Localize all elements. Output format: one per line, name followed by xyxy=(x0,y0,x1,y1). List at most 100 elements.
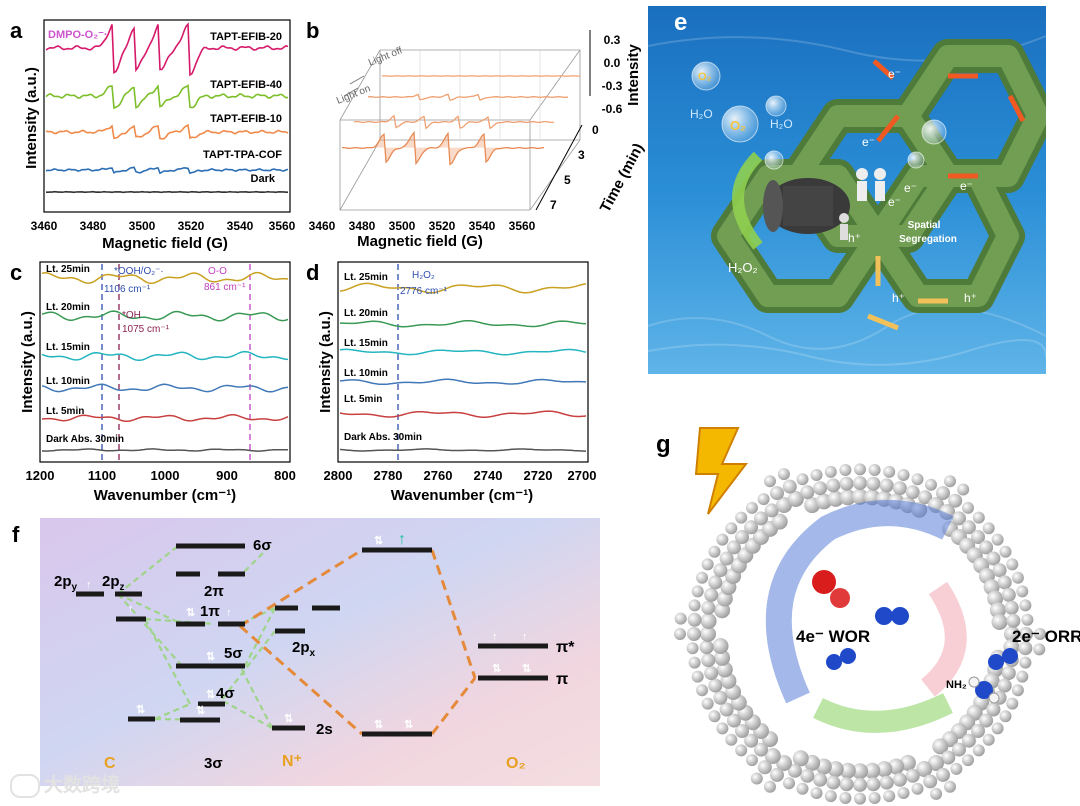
trace-light-off-2 xyxy=(367,93,569,101)
framework-atom xyxy=(777,468,790,481)
label-o2-2: O₂ xyxy=(730,118,746,133)
orbital-1pi: 1π xyxy=(200,603,220,620)
panel-letter-e: e xyxy=(674,9,687,36)
panel-a-svg: a DMPO-O₂⁻· TAPT-EFIB-20 TAPT-EFIB-40 TA… xyxy=(10,18,296,252)
x-axis-label: Wavenumber (cm⁻¹) xyxy=(391,487,533,504)
framework-atom xyxy=(839,476,854,491)
framework-atom xyxy=(757,493,770,506)
framework-atom xyxy=(776,497,792,513)
trace-label: Lt. 25min xyxy=(344,272,388,283)
bubble-o2-large xyxy=(721,105,759,143)
x-tick-label: 2740 xyxy=(474,468,503,483)
framework-atom xyxy=(713,690,728,705)
molecule-o2: O₂ xyxy=(506,755,526,772)
framework-atom xyxy=(735,724,749,738)
framework-atom xyxy=(714,649,731,666)
framework-atom xyxy=(726,713,741,728)
x-tick-label: 3480 xyxy=(80,219,107,233)
x-tick-label: 3520 xyxy=(429,219,456,233)
framework-atom xyxy=(1004,600,1019,615)
wor-flow-arrow xyxy=(765,500,954,704)
time-tick-label: 0 xyxy=(592,123,599,137)
atom-n: N⁺ xyxy=(282,753,302,770)
x-tick-label: 1000 xyxy=(151,468,180,483)
panel-letter-d: d xyxy=(306,260,319,285)
label-electron-5: e⁻ xyxy=(888,195,901,209)
annotation-1075: 1075 cm⁻¹ xyxy=(122,324,170,335)
framework-atom xyxy=(701,653,716,668)
framework-atom xyxy=(866,476,881,491)
framework-atom xyxy=(1019,656,1032,669)
trace-label: Dark Abs. 30min xyxy=(46,434,124,445)
framework-atom xyxy=(800,485,815,500)
framework-atom xyxy=(796,782,809,795)
bubble-o2 xyxy=(691,61,721,91)
framework-atom xyxy=(971,724,985,738)
framework-atom xyxy=(986,551,1001,566)
framework-atom xyxy=(936,767,950,782)
bubble xyxy=(764,150,784,170)
framework-atom xyxy=(719,551,734,566)
framework-atom xyxy=(770,767,784,782)
framework-atom xyxy=(708,545,721,558)
framework-atom xyxy=(991,614,1008,630)
o2-molecule-red xyxy=(812,570,850,608)
trace-lt-25min xyxy=(41,271,289,285)
framework-atom xyxy=(962,754,974,767)
arrow-light-off xyxy=(349,75,365,85)
researcher-figures xyxy=(839,168,886,240)
x-tick-label: 2800 xyxy=(324,468,353,483)
svg-text:⇅: ⇅ xyxy=(206,651,215,663)
annotation-h2o2: H₂O₂ xyxy=(412,270,435,281)
framework-atom xyxy=(876,761,893,778)
svg-text:↑: ↑ xyxy=(226,607,232,619)
framework-atom xyxy=(783,777,795,790)
trace-light-on-2 xyxy=(342,130,545,166)
framework-atom xyxy=(852,488,868,505)
y-axis-label: Intensity (a.u.) xyxy=(23,67,40,169)
framework-atom xyxy=(991,533,1004,546)
trace-tapt-efib-40 xyxy=(45,84,289,110)
framework-atom xyxy=(868,464,881,476)
z-tick-label: -0.6 xyxy=(602,102,623,116)
panel-f: f xyxy=(0,516,600,806)
framework-atom xyxy=(787,491,804,507)
framework-atom xyxy=(712,638,729,654)
framework-atom xyxy=(852,763,868,780)
x-tick-label: 2700 xyxy=(568,468,597,483)
framework-atom xyxy=(691,585,704,598)
framework-atom xyxy=(735,744,748,757)
h2o2-flow-arrow xyxy=(732,151,763,250)
trace-light-on-1 xyxy=(353,114,555,130)
trace-lt-5min xyxy=(339,410,587,419)
annotation-2776: 2776 cm⁻¹ xyxy=(400,286,448,297)
lightning-icon xyxy=(694,427,749,515)
spin-arrow-teal: ↑ xyxy=(398,531,406,548)
label-tapt-efib-20: TAPT-EFIB-20 xyxy=(210,31,282,43)
annotation-ooh: *OOH/O₂⁻· xyxy=(114,266,164,277)
trace-lt-10min xyxy=(339,378,587,386)
framework-atom xyxy=(1011,684,1024,697)
orr-flow-arrow xyxy=(920,581,967,697)
framework-atom xyxy=(674,612,687,625)
framework-atom xyxy=(1006,558,1019,571)
plot-frame xyxy=(43,19,291,213)
framework-atom xyxy=(764,475,776,488)
framework-atom xyxy=(708,710,721,723)
framework-atom xyxy=(764,780,776,793)
svg-text:⇅: ⇅ xyxy=(206,689,215,701)
framework-atom xyxy=(999,710,1012,723)
framework-atom xyxy=(892,481,907,496)
framework-atom xyxy=(701,697,714,710)
z-tick-label: 0.0 xyxy=(604,56,621,70)
trace-tapt-efib-20 xyxy=(45,22,289,77)
green-flow-arrow xyxy=(813,693,953,733)
label-electron-4: e⁻ xyxy=(960,179,973,193)
trace-label: Lt. 25min xyxy=(46,264,90,275)
framework-atom xyxy=(911,473,924,486)
x-tick-label: 2760 xyxy=(424,468,453,483)
orbital-2s: 2s xyxy=(316,721,333,738)
framework-atom xyxy=(944,475,956,488)
svg-text:↑: ↑ xyxy=(86,579,92,591)
framework-atom xyxy=(701,600,716,615)
